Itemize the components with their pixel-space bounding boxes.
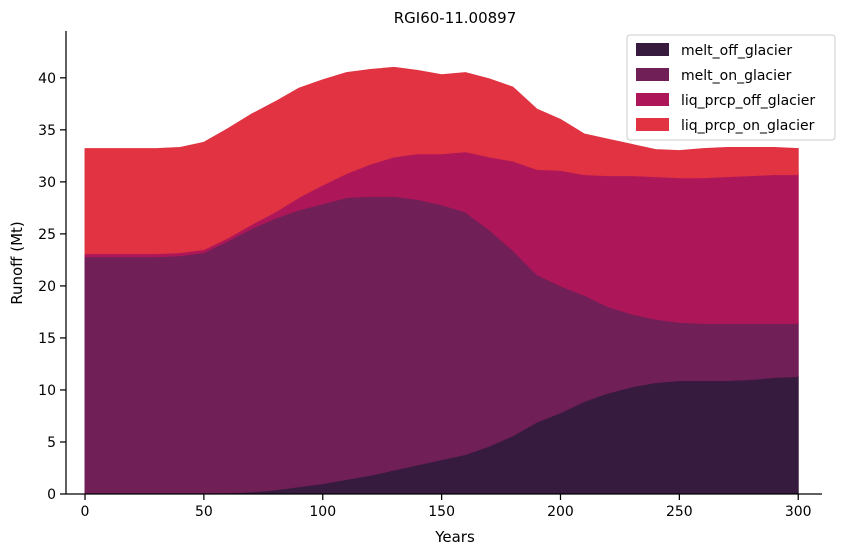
x-axis-title: Years	[434, 528, 475, 546]
y-ticks: 0 5 10 15 20 25 30 35 40	[38, 71, 66, 503]
y-tick-label: 15	[38, 331, 56, 347]
legend-label: melt_off_glacier	[681, 43, 792, 59]
legend-label: liq_prcp_off_glacier	[681, 93, 815, 109]
legend-swatch	[636, 118, 669, 131]
y-axis-title: Runoff (Mt)	[8, 221, 26, 305]
legend-swatch	[636, 93, 669, 106]
x-tick-label: 300	[785, 504, 812, 520]
legend-label: melt_on_glacier	[681, 68, 792, 84]
y-tick-label: 35	[38, 123, 56, 139]
x-tick-label: 50	[195, 504, 213, 520]
area-liq-prcp-on-glacier	[84, 66, 799, 255]
y-tick-label: 5	[47, 435, 56, 451]
legend-label: liq_prcp_on_glacier	[681, 118, 815, 134]
legend-frame	[626, 34, 836, 141]
legend-swatch	[636, 68, 669, 81]
legend: melt_off_glacier melt_on_glacier liq_prcp_…	[626, 34, 836, 141]
y-tick-label: 30	[38, 175, 56, 191]
x-ticks: 0 50 100 150 200 250 300	[81, 494, 812, 520]
x-tick-label: 200	[547, 504, 574, 520]
y-tick-label: 40	[38, 71, 56, 87]
y-tick-label: 20	[38, 279, 56, 295]
y-tick-label: 10	[38, 383, 56, 399]
legend-swatch	[636, 43, 669, 56]
x-tick-label: 150	[428, 504, 455, 520]
x-tick-label: 100	[309, 504, 336, 520]
axes-frame	[65, 31, 822, 495]
x-tick-label: 250	[666, 504, 693, 520]
chart-title: RGI60-11.00897	[394, 9, 517, 27]
area-series-group	[84, 66, 799, 495]
y-tick-label: 25	[38, 227, 56, 243]
y-tick-label: 0	[47, 487, 56, 503]
x-tick-label: 0	[81, 504, 90, 520]
